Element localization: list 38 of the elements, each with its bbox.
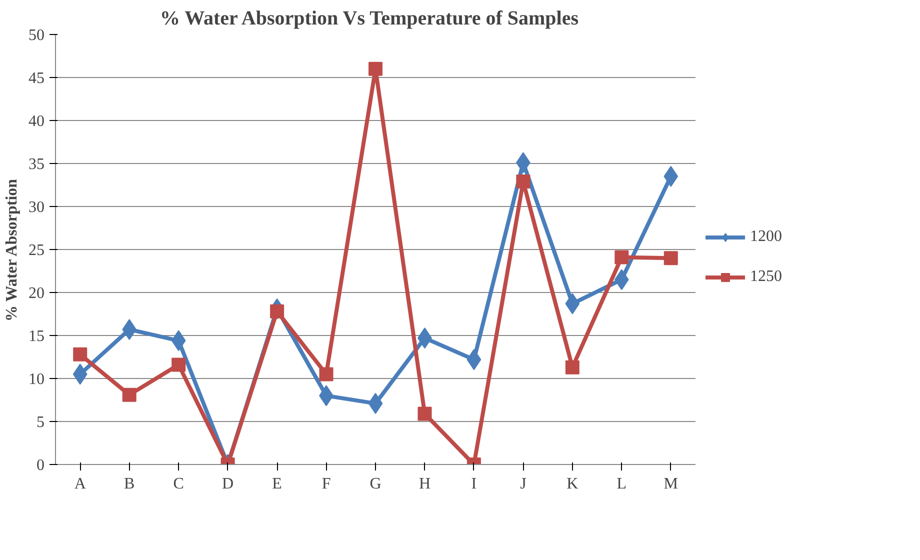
x-tick-label: D: [222, 476, 234, 492]
x-tick-label: F: [322, 476, 331, 492]
y-tick-label: 35: [28, 156, 44, 173]
legend-label: 1250: [750, 268, 782, 286]
y-tick-label: 5: [36, 414, 44, 431]
y-tick-label: 45: [28, 70, 44, 87]
point: [664, 251, 678, 266]
point: [172, 358, 186, 372]
x-tick-label: G: [370, 476, 382, 492]
point: [73, 347, 88, 362]
chart-title: % Water Absorption Vs Temperature of Samples: [160, 8, 579, 30]
x-tick-label: K: [566, 476, 579, 492]
y-tick-label: 15: [28, 328, 44, 345]
point: [122, 388, 136, 402]
x-tick-label: E: [272, 476, 282, 492]
y-tick-label: 20: [28, 285, 44, 302]
point: [368, 62, 382, 76]
x-tick-label: C: [173, 476, 184, 492]
point: [516, 174, 530, 189]
y-tick-label: 25: [28, 242, 44, 259]
x-tick-label: A: [74, 476, 86, 492]
y-axis-title: % Water Absorption: [4, 178, 20, 322]
y-tick-label: 40: [28, 113, 44, 130]
x-tick-label: H: [418, 476, 431, 492]
x-tick-label: I: [471, 476, 477, 492]
x-tick-label: J: [520, 476, 526, 492]
x-tick-label: B: [124, 476, 135, 492]
y-tick-label: 50: [28, 27, 44, 44]
point: [418, 406, 432, 421]
point: [319, 367, 334, 382]
x-tick-label: L: [616, 476, 627, 492]
y-tick-label: 30: [28, 199, 44, 216]
y-tick-label: 10: [28, 371, 44, 388]
point: [565, 360, 580, 374]
legend-label: 1200: [750, 228, 782, 246]
point: [614, 250, 629, 264]
y-tick-label: 0: [36, 457, 44, 474]
x-tick-label: M: [664, 476, 678, 492]
